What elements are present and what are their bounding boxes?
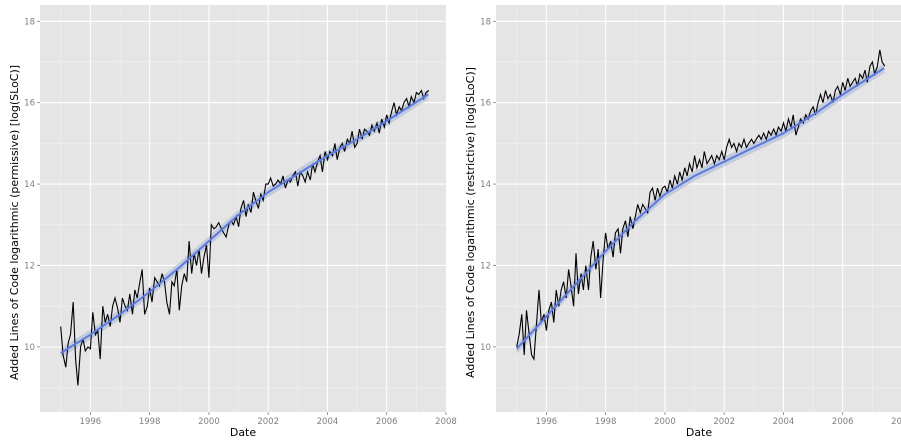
y-tick-label: 14 [24,180,35,190]
plot-background [496,5,901,412]
y-tick-label: 14 [480,180,491,190]
x-tick-label: 2006 [832,417,854,427]
y-tick-label: 16 [480,99,491,109]
x-tick-label: 2002 [713,417,735,427]
y-tick-label: 16 [24,99,35,109]
y-tick-label: 12 [24,261,35,271]
x-tick-label: 2002 [257,417,279,427]
smooth-trend-line [515,67,885,350]
x-tick-label: 2008 [891,417,901,427]
x-tick-label: 2004 [317,417,339,427]
x-axis-title: Date [686,426,713,439]
x-tick-label: 2000 [654,417,676,427]
x-tick-label: 2008 [435,417,457,427]
x-tick-label: 1996 [80,417,102,427]
x-tick-label: 2006 [376,417,398,427]
x-tick-label: 2004 [773,417,795,427]
y-axis-title: Added Lines of Code logarithmic (permiss… [8,65,21,380]
y-tick-label: 18 [24,17,35,27]
smooth-confidence-band [60,89,429,358]
x-tick-label: 2000 [198,417,220,427]
chart-panel-2: 1996 1998 2000 2002 2004 2006 2008 10 12 14 16 18 Da… [464,5,901,439]
x-tick-label: 1998 [139,417,161,427]
y-tick-label: 10 [24,343,35,353]
data-series-line [516,49,886,361]
smooth-trend-line [60,93,429,354]
x-axis-title: Date [230,426,257,439]
chart-panel-1: 1996 1998 2000 2002 2004 2006 2008 10 12 14 16 18 Da… [8,5,457,439]
x-tick-label: 1998 [595,417,617,427]
x-tick-label: 1996 [536,417,558,427]
y-axis-title: Added Lines of Code logarithmic (restric… [464,67,477,378]
y-tick-label: 18 [480,17,491,27]
y-tick-label: 12 [480,261,491,271]
y-tick-label: 10 [480,343,491,353]
